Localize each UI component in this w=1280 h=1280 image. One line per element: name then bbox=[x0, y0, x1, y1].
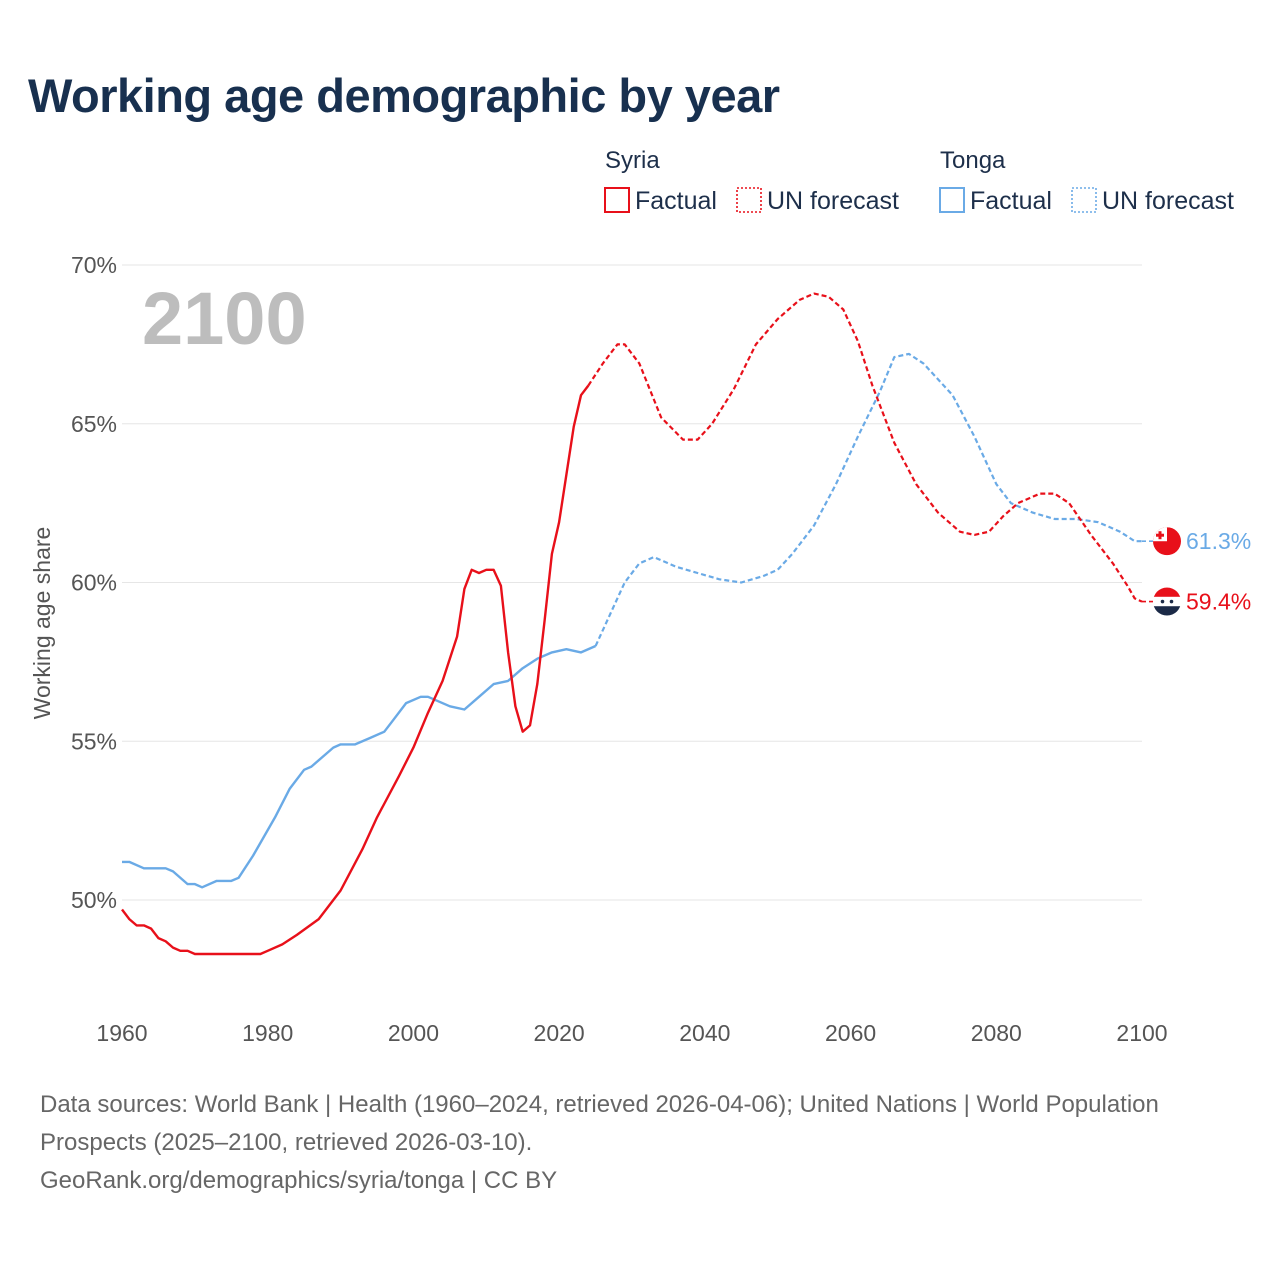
credit-line: GeoRank.org/demographics/syria/tonga | C… bbox=[40, 1167, 558, 1194]
syria-end-label: 59.4% bbox=[1186, 589, 1251, 615]
series-lines bbox=[121, 292, 1143, 956]
x-tick-label: 2040 bbox=[679, 1020, 730, 1046]
y-tick-label: 65% bbox=[71, 411, 117, 437]
x-tick-label: 2020 bbox=[534, 1020, 585, 1046]
footer: Data sources: World Bank | Health (1960–… bbox=[40, 1086, 1240, 1200]
legend[interactable]: Syria Factual UN forecast Tonga Factual UN fo… bbox=[604, 147, 1234, 215]
legend-swatch-tonga-factual[interactable] bbox=[939, 187, 965, 213]
x-tick-label: 2080 bbox=[971, 1020, 1022, 1046]
gridlines bbox=[122, 264, 1142, 901]
legend-label-tonga-factual[interactable]: Factual bbox=[970, 187, 1052, 215]
x-tick-label: 2000 bbox=[388, 1020, 439, 1046]
legend-country-tonga: Tonga bbox=[940, 147, 1006, 174]
tonga-flag bbox=[1153, 527, 1181, 556]
x-tick-label: 2100 bbox=[1116, 1020, 1167, 1046]
y-axis-ticks: 50% 55% 60% 65% 70% bbox=[71, 252, 117, 913]
legend-swatch-syria-forecast[interactable] bbox=[736, 187, 762, 213]
end-labels: 59.4% 61.3% bbox=[1142, 527, 1251, 616]
y-tick-label: 50% bbox=[71, 887, 117, 913]
legend-swatch-tonga-forecast[interactable] bbox=[1071, 187, 1097, 213]
x-tick-label: 1980 bbox=[242, 1020, 293, 1046]
syria-forecast-line bbox=[587, 292, 1143, 603]
tonga-forecast-line bbox=[594, 352, 1142, 647]
current-year-label: 2100 bbox=[142, 277, 307, 360]
y-tick-label: 70% bbox=[71, 252, 117, 278]
x-tick-label: 1960 bbox=[96, 1020, 147, 1046]
legend-swatch-syria-factual[interactable] bbox=[604, 187, 630, 213]
syria-factual-line bbox=[121, 384, 590, 956]
x-tick-label: 2060 bbox=[825, 1020, 876, 1046]
y-tick-label: 60% bbox=[71, 570, 117, 596]
legend-label-syria-factual[interactable]: Factual bbox=[635, 187, 717, 215]
legend-label-syria-forecast[interactable]: UN forecast bbox=[767, 187, 899, 215]
tonga-end-label: 61.3% bbox=[1186, 528, 1251, 554]
y-tick-label: 55% bbox=[71, 728, 117, 754]
data-sources: Data sources: World Bank | Health (1960–… bbox=[40, 1091, 1159, 1156]
legend-label-tonga-forecast[interactable]: UN forecast bbox=[1102, 187, 1234, 215]
legend-country-syria: Syria bbox=[605, 147, 660, 174]
y-axis-title: Working age share bbox=[29, 527, 55, 720]
x-axis-ticks: 1960 1980 2000 2020 2040 2060 2080 2100 bbox=[96, 1020, 1167, 1046]
syria-flag bbox=[1153, 587, 1181, 616]
tonga-factual-line bbox=[122, 644, 597, 889]
chart-title: Working age demographic by year bbox=[28, 69, 780, 122]
